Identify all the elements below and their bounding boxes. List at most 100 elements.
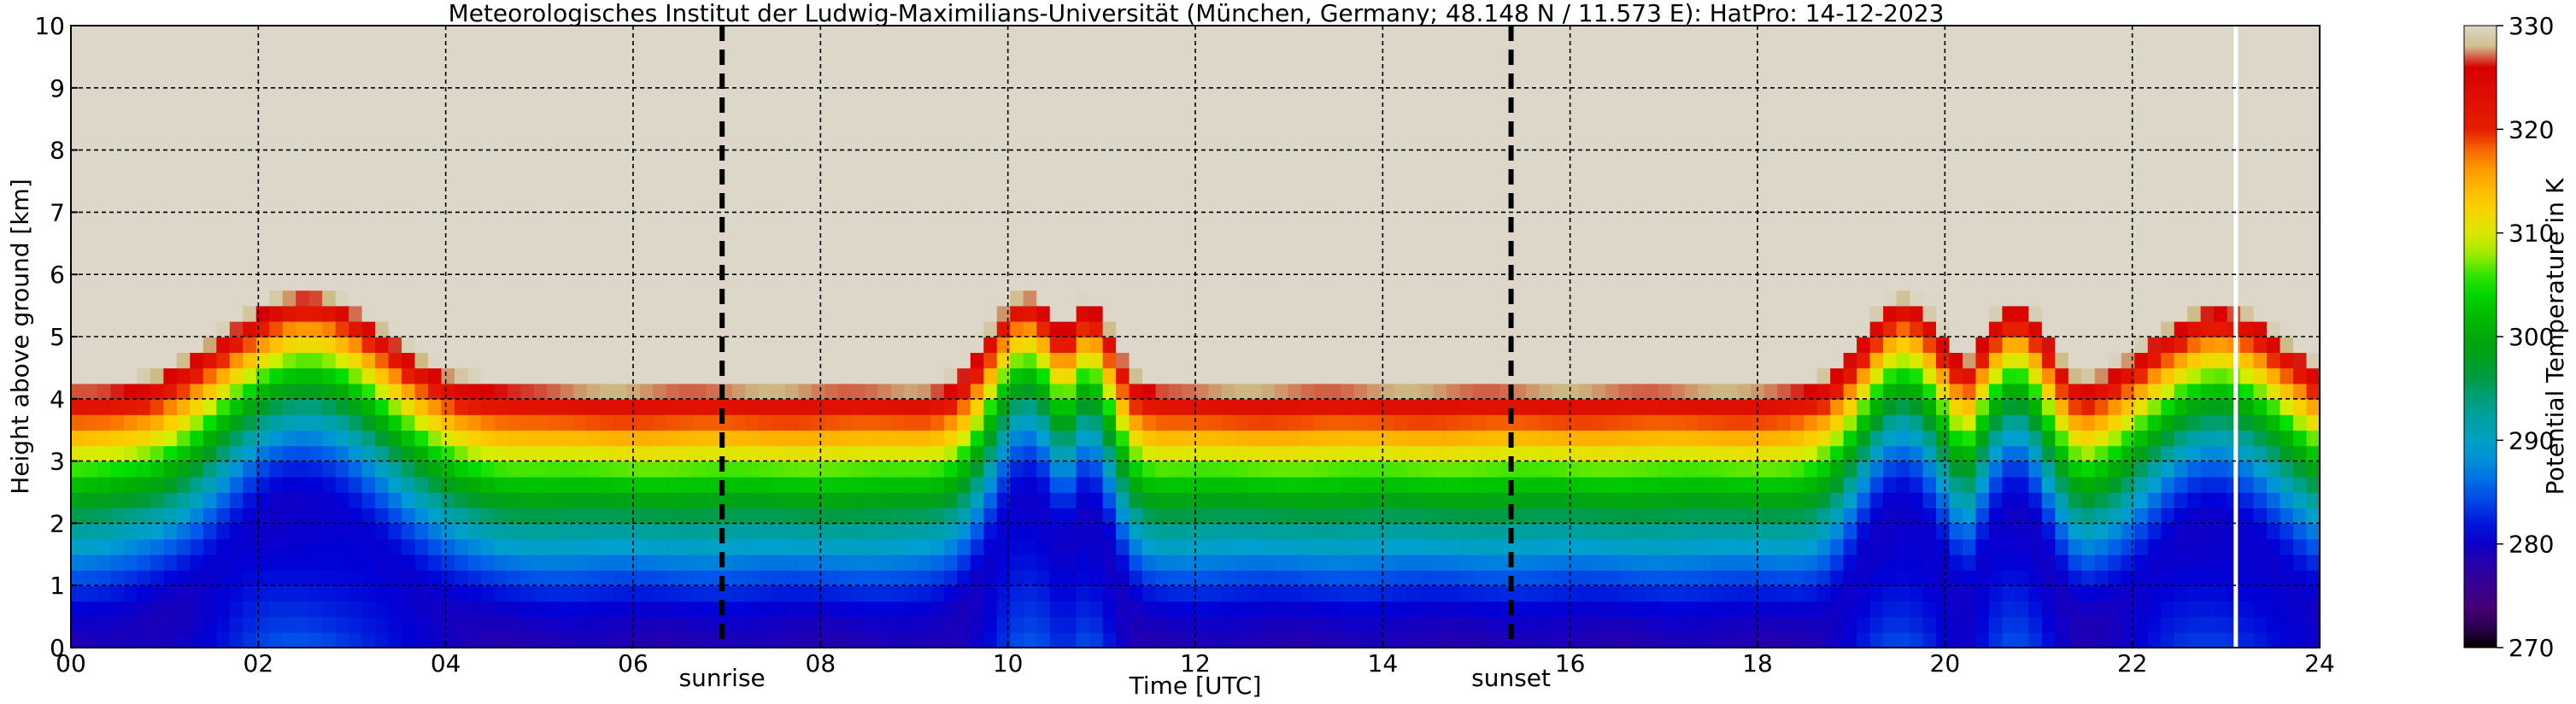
heatmap-cell [1473,352,1488,369]
heatmap-cell [322,305,337,322]
heatmap-cell [613,72,628,89]
heatmap-cell [586,150,601,167]
heatmap-cell [1235,26,1249,42]
heatmap-cell [1631,337,1646,353]
heatmap-cell [1420,134,1435,151]
heatmap-cell [97,398,112,415]
heatmap-cell [586,352,601,369]
heatmap-cell [877,259,892,275]
heatmap-cell [1036,445,1051,462]
heatmap-cell [1300,492,1316,508]
heatmap-cell [1327,585,1342,602]
heatmap-cell [1380,227,1395,244]
heatmap-cell [851,274,866,291]
heatmap-cell [1380,492,1395,508]
heatmap-cell [1684,243,1699,260]
heatmap-cell [1102,165,1117,182]
heatmap-cell [402,197,416,214]
heatmap-cell [1512,274,1527,291]
heatmap-cell [388,26,402,42]
heatmap-cell [1698,290,1712,307]
heatmap-cell [1142,476,1157,493]
heatmap-cell [335,570,349,586]
heatmap-cell [1341,197,1355,214]
heatmap-cell [1182,445,1196,462]
heatmap-cell [732,570,747,586]
heatmap-cell [441,492,455,508]
heatmap-cell [243,523,257,540]
heatmap-cell [1645,227,1659,244]
heatmap-cell [1605,41,1620,58]
heatmap-cell [402,227,416,244]
heatmap-cell [639,26,654,42]
heatmap-cell [1645,181,1659,197]
heatmap-cell [1300,72,1316,89]
heatmap-cell [494,570,508,586]
heatmap-cell [414,274,429,291]
heatmap-cell [1063,352,1077,369]
heatmap-cell [467,352,482,369]
heatmap-cell [1182,523,1196,540]
heatmap-cell [1512,26,1527,42]
heatmap-cell [890,150,906,167]
heatmap-cell [414,352,429,369]
heatmap-cell [1353,352,1369,369]
heatmap-cell [798,570,813,586]
heatmap-cell [573,445,588,462]
heatmap-cell [282,585,296,602]
heatmap-cell [1327,507,1342,525]
heatmap-cell [613,305,628,322]
heatmap-cell [930,430,945,447]
heatmap-cell [1459,197,1474,214]
heatmap-cell [1341,165,1355,182]
heatmap-cell [1578,492,1593,508]
heatmap-cell [877,290,892,307]
heatmap-cell [335,197,349,214]
heatmap-cell [1433,150,1447,167]
heatmap-cell [970,274,985,291]
heatmap-cell [137,507,151,525]
heatmap-cell [812,227,826,244]
heatmap-cell [110,337,125,353]
heatmap-cell [1221,492,1236,508]
heatmap-cell [1314,523,1329,540]
heatmap-cell [375,274,390,291]
heatmap-cell [308,227,323,244]
heatmap-cell [943,320,959,337]
heatmap-cell [1380,367,1395,384]
heatmap-cell [1552,430,1567,447]
heatmap-cell [428,631,443,648]
heatmap-cell [732,181,747,197]
heatmap-cell [1300,383,1316,400]
heatmap-cell [494,352,508,369]
heatmap-cell [494,243,508,260]
heatmap-cell [1089,197,1104,214]
heatmap-cell [349,103,363,120]
heatmap-cell [1023,26,1038,42]
heatmap-cell [269,631,284,648]
heatmap-cell [600,337,614,353]
heatmap-cell [1063,398,1077,415]
heatmap-cell [772,601,786,618]
heatmap-cell [1486,398,1500,415]
heatmap-cell [375,631,390,648]
heatmap-cell [375,507,390,525]
heatmap-cell [308,150,323,167]
heatmap-cell [454,461,469,478]
heatmap-cell [798,538,813,555]
heatmap-cell [1274,585,1289,602]
heatmap-cell [1235,274,1249,291]
heatmap-cell [1288,305,1302,322]
heatmap-cell [1049,461,1064,478]
heatmap-cell [732,119,747,136]
heatmap-cell [243,367,257,384]
heatmap-cell [1129,352,1143,369]
heatmap-cell [1459,476,1474,493]
heatmap-cell [202,430,218,447]
heatmap-cell [1155,352,1170,369]
heatmap-cell [1698,492,1712,508]
heatmap-cell [322,585,337,602]
heatmap-cell [547,181,561,197]
heatmap-cell [1142,585,1157,602]
heatmap-cell [361,367,376,384]
